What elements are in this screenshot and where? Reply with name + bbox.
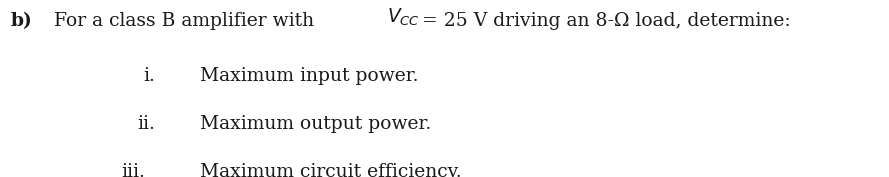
- Text: b): b): [11, 12, 32, 30]
- Text: i.: i.: [144, 67, 156, 85]
- Text: iii.: iii.: [121, 163, 145, 177]
- Text: = 25 V driving an 8-Ω load, determine:: = 25 V driving an 8-Ω load, determine:: [422, 12, 791, 30]
- Text: ii.: ii.: [138, 115, 156, 133]
- Text: Maximum output power.: Maximum output power.: [200, 115, 431, 133]
- Text: $V_{CC}$: $V_{CC}$: [387, 7, 420, 28]
- Text: Maximum input power.: Maximum input power.: [200, 67, 419, 85]
- Text: Maximum circuit efficiency.: Maximum circuit efficiency.: [200, 163, 461, 177]
- Text: For a class B amplifier with: For a class B amplifier with: [42, 12, 320, 30]
